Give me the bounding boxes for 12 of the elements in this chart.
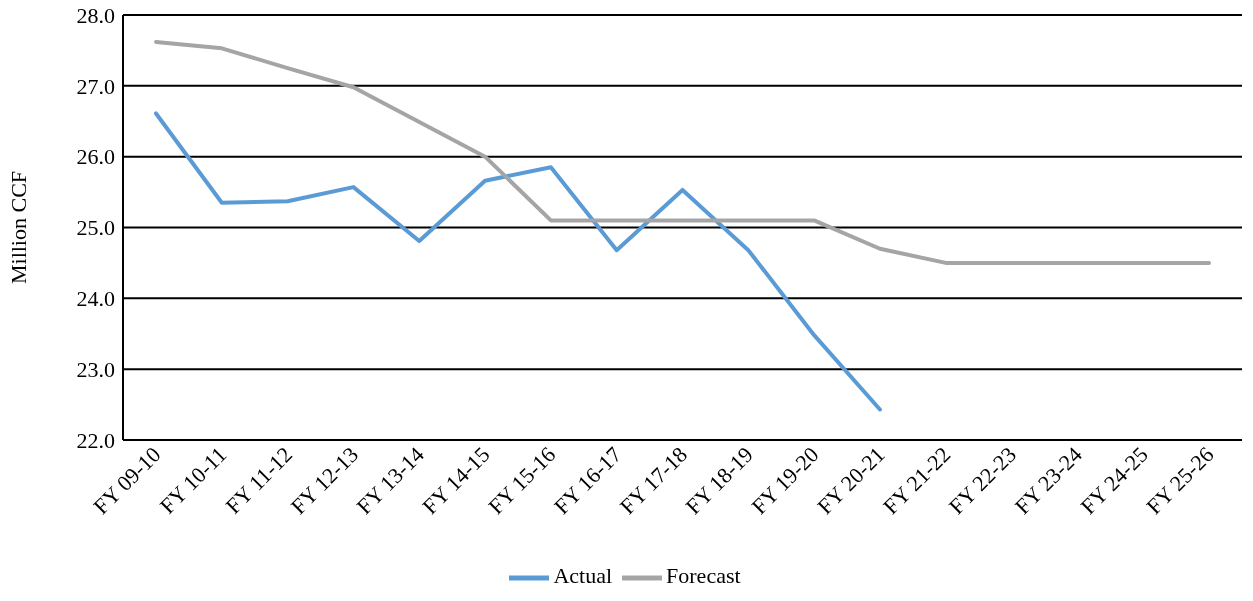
y-tick-label: 23.0	[76, 356, 115, 382]
y-tick-label: 28.0	[76, 2, 115, 28]
legend-label: Actual	[553, 563, 613, 589]
y-axis-title: Million CCF	[5, 170, 31, 285]
y-tick-label: 26.0	[76, 144, 115, 170]
y-tick-label: 24.0	[76, 286, 115, 312]
line-series	[154, 111, 882, 412]
y-tick-label: 27.0	[76, 73, 115, 99]
y-tick-label: 22.0	[76, 427, 115, 453]
y-tick-label: 25.0	[76, 215, 115, 241]
line-series	[154, 39, 1211, 265]
legend-label: Forecast	[666, 563, 741, 589]
